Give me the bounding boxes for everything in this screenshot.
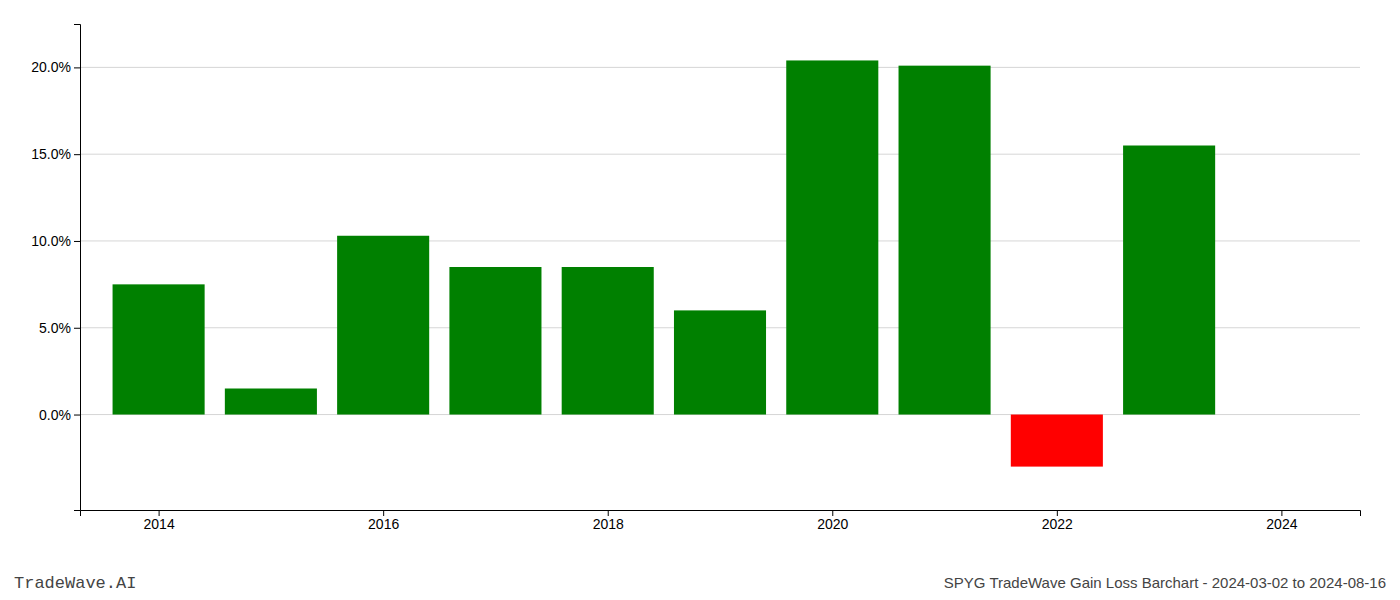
bar [225, 389, 317, 415]
tick-label: 2022 [1042, 516, 1073, 532]
bar [562, 267, 654, 415]
bar [337, 236, 429, 415]
bar [899, 66, 991, 415]
plot-area: 0.0%5.0%10.0%15.0%20.0%20142016201820202… [31, 25, 1360, 532]
tick-label: 2014 [144, 516, 175, 532]
tick: 10.0% [31, 233, 80, 249]
bar [113, 284, 205, 414]
bar [1123, 146, 1215, 415]
tick-label: 0.0% [39, 407, 71, 423]
watermark: TradeWave.AI [14, 574, 136, 593]
bar [786, 60, 878, 414]
tick: 2024 [1266, 510, 1297, 532]
tick: 0.0% [39, 407, 80, 423]
bars [113, 60, 1216, 466]
tick: 15.0% [31, 146, 80, 162]
tick-label: 2020 [817, 516, 848, 532]
tick-label: 20.0% [31, 59, 71, 75]
tick-mark [74, 328, 80, 329]
tick: 5.0% [39, 320, 80, 336]
title: SPYG TradeWave Gain Loss Barchart - 2024… [944, 574, 1386, 591]
axis-line [81, 511, 1361, 517]
tick-mark [74, 241, 80, 242]
tick-label: 15.0% [31, 146, 71, 162]
grid [80, 67, 1360, 414]
bar [449, 267, 541, 415]
tick: 2018 [593, 510, 624, 532]
tick-label: 5.0% [39, 320, 71, 336]
y-axis: 0.0% 5.0% 10.0% 15.0% 20.0% [31, 25, 80, 511]
tick-label: 10.0% [31, 233, 71, 249]
tick-label: 2016 [368, 516, 399, 532]
tick: 2020 [817, 510, 848, 532]
tick: 20.0% [31, 59, 80, 75]
tick-label: 2024 [1266, 516, 1297, 532]
tick-mark [74, 415, 80, 416]
tick: 2014 [144, 510, 175, 532]
bar [1011, 415, 1103, 467]
tick-mark [74, 154, 80, 155]
tick: 2016 [368, 510, 399, 532]
x-axis: 2014 2016 2018 2020 2022 2024 [81, 510, 1361, 532]
bar [674, 310, 766, 414]
grid-line [80, 67, 1360, 68]
tick-mark [74, 67, 80, 68]
tick: 2022 [1042, 510, 1073, 532]
axis-line [74, 25, 81, 511]
tick-label: 2018 [593, 516, 624, 532]
chart: 0.0%5.0%10.0%15.0%20.0%20142016201820202… [0, 0, 1400, 600]
